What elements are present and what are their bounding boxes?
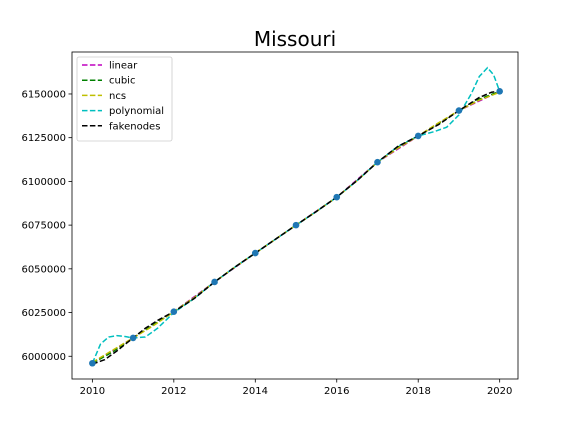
data-point [292,221,300,229]
data-point [374,158,381,166]
y-tick-label: 6000000 [21,352,66,363]
y-tick-label: 6050000 [21,264,66,275]
x-tick-label: 2010 [80,386,105,397]
y-tick-label: 6025000 [21,308,66,319]
legend: linear cubic ncs polynomial fakenodes [76,56,173,142]
x-tick-label: 2020 [487,386,512,397]
chart-title: Missouri [254,27,336,51]
y-axis: 6000000 6025000 6050000 6075000 6100000 61250… [21,89,72,363]
x-tick-label: 2012 [161,386,186,397]
y-tick-label: 6075000 [21,221,66,232]
data-point [333,193,341,201]
legend-label-polynomial: polynomial [109,106,164,117]
data-point [414,132,422,140]
legend-box [76,56,173,142]
y-tick-label: 6150000 [21,89,66,100]
data-point [211,278,218,286]
y-tick-label: 6100000 [21,177,66,188]
x-tick-label: 2014 [243,386,268,397]
data-point [455,107,463,114]
data-point [496,88,503,95]
data-point [89,359,96,367]
legend-label-ncs: ncs [109,91,126,102]
data-point [129,334,137,342]
legend-label-linear: linear [109,61,138,72]
legend-label-cubic: cubic [109,76,135,87]
data-point [251,249,259,257]
data-point [170,308,178,315]
legend-label-fakenodes: fakenodes [109,121,160,132]
x-axis: 2010 2012 2014 2016 2018 2020 [80,379,512,397]
x-tick-label: 2016 [324,386,349,397]
y-tick-label: 6125000 [21,133,66,144]
data-points [89,88,503,367]
x-tick-label: 2018 [405,386,430,397]
